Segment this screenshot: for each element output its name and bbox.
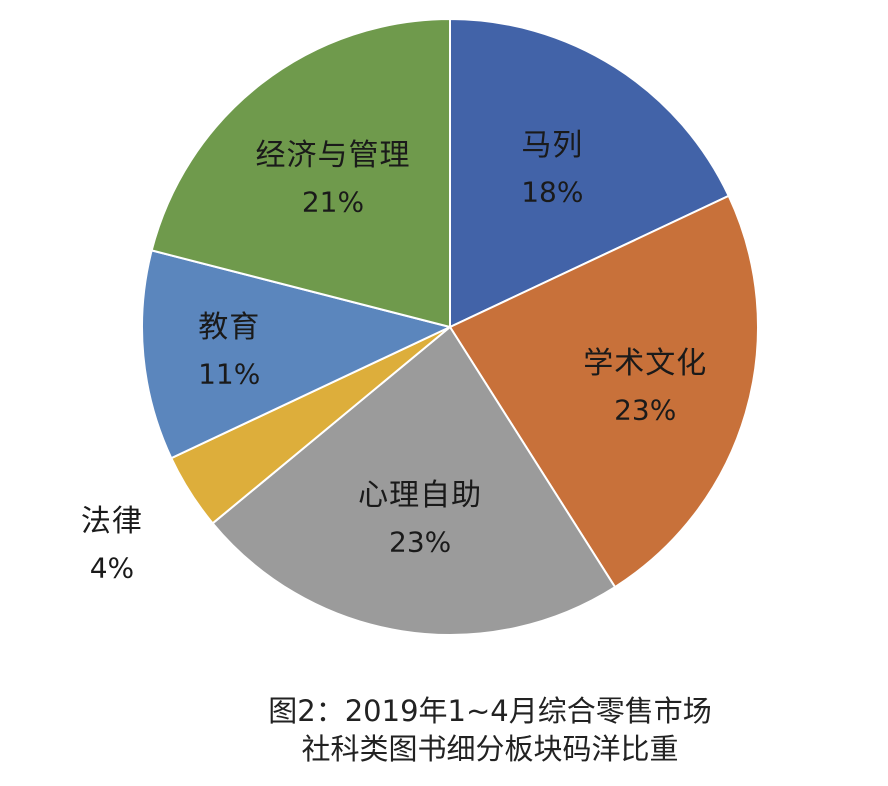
pie-slice (211, 325, 617, 636)
slice-percent-label: 23% (614, 393, 677, 427)
slice-label: 学术文化 (583, 345, 708, 381)
slice-percent-label: 21% (301, 185, 365, 219)
slice-label: 法律 (80, 503, 143, 539)
chart-caption-line-2: 社科类图书细分板块码洋比重 (301, 732, 679, 766)
slice-percent-label: 23% (389, 525, 452, 559)
slice-label: 教育 (198, 309, 261, 345)
slice-percent-label: 18% (521, 175, 584, 209)
pie-slice (449, 17, 731, 329)
pie-slice (150, 17, 451, 329)
slice-percent-label: 4% (89, 551, 135, 585)
pie-slice (141, 249, 453, 460)
pie-slice (448, 194, 759, 589)
slice-label: 经济与管理 (255, 138, 411, 174)
chart-caption-line-1: 图2：2019年1~4月综合零售市场 (268, 694, 712, 728)
slice-label: 马列 (521, 127, 584, 163)
slice-percent-label: 11% (198, 357, 261, 391)
slice-label: 心理自助 (358, 477, 483, 513)
